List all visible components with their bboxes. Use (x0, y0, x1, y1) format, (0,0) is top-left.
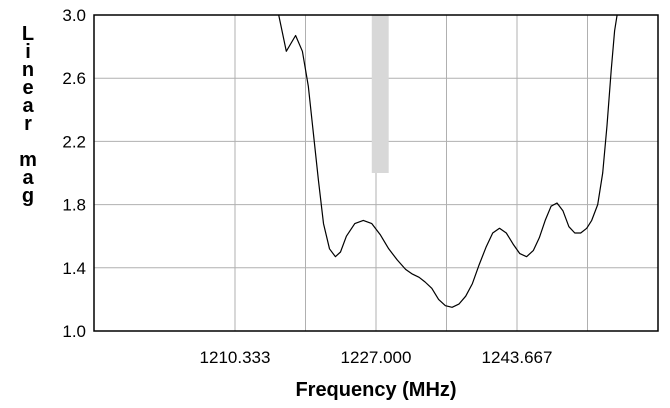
y-axis-title-char: L (22, 23, 34, 45)
x-tick-label: 1227.000 (341, 348, 412, 367)
y-tick-label: 1.8 (62, 196, 86, 215)
y-axis-title-char: r (24, 113, 32, 135)
x-axis-title: Frequency (MHz) (295, 379, 456, 401)
y-axis-title-char: a (22, 167, 34, 189)
data-series (278, 14, 618, 308)
y-axis-title-char: g (22, 185, 34, 207)
y-tick-label: 2.2 (62, 132, 86, 151)
x-tick-label: 1243.667 (482, 348, 553, 367)
y-axis-title-char: m (19, 149, 37, 171)
y-axis-title-char: n (22, 59, 34, 81)
y-axis-title-char: e (22, 77, 33, 99)
series-line (278, 14, 618, 308)
highlight-band (371, 15, 389, 173)
x-tick-labels: 1210.333 1227.000 1243.667 (200, 348, 553, 367)
y-axis-title-char: a (22, 95, 34, 117)
y-tick-label: 1.4 (62, 259, 86, 278)
x-tick-label: 1210.333 (200, 348, 271, 367)
y-axis-title-char: i (25, 41, 31, 63)
y-tick-label: 2.6 (62, 69, 86, 88)
y-tick-label: 3.0 (62, 6, 86, 25)
y-tick-label: 1.0 (62, 322, 86, 341)
highlight-band-rect (371, 15, 389, 173)
plot-frame (93, 14, 659, 332)
y-tick-labels: 1.0 1.4 1.8 2.2 2.6 3.0 (62, 6, 86, 341)
